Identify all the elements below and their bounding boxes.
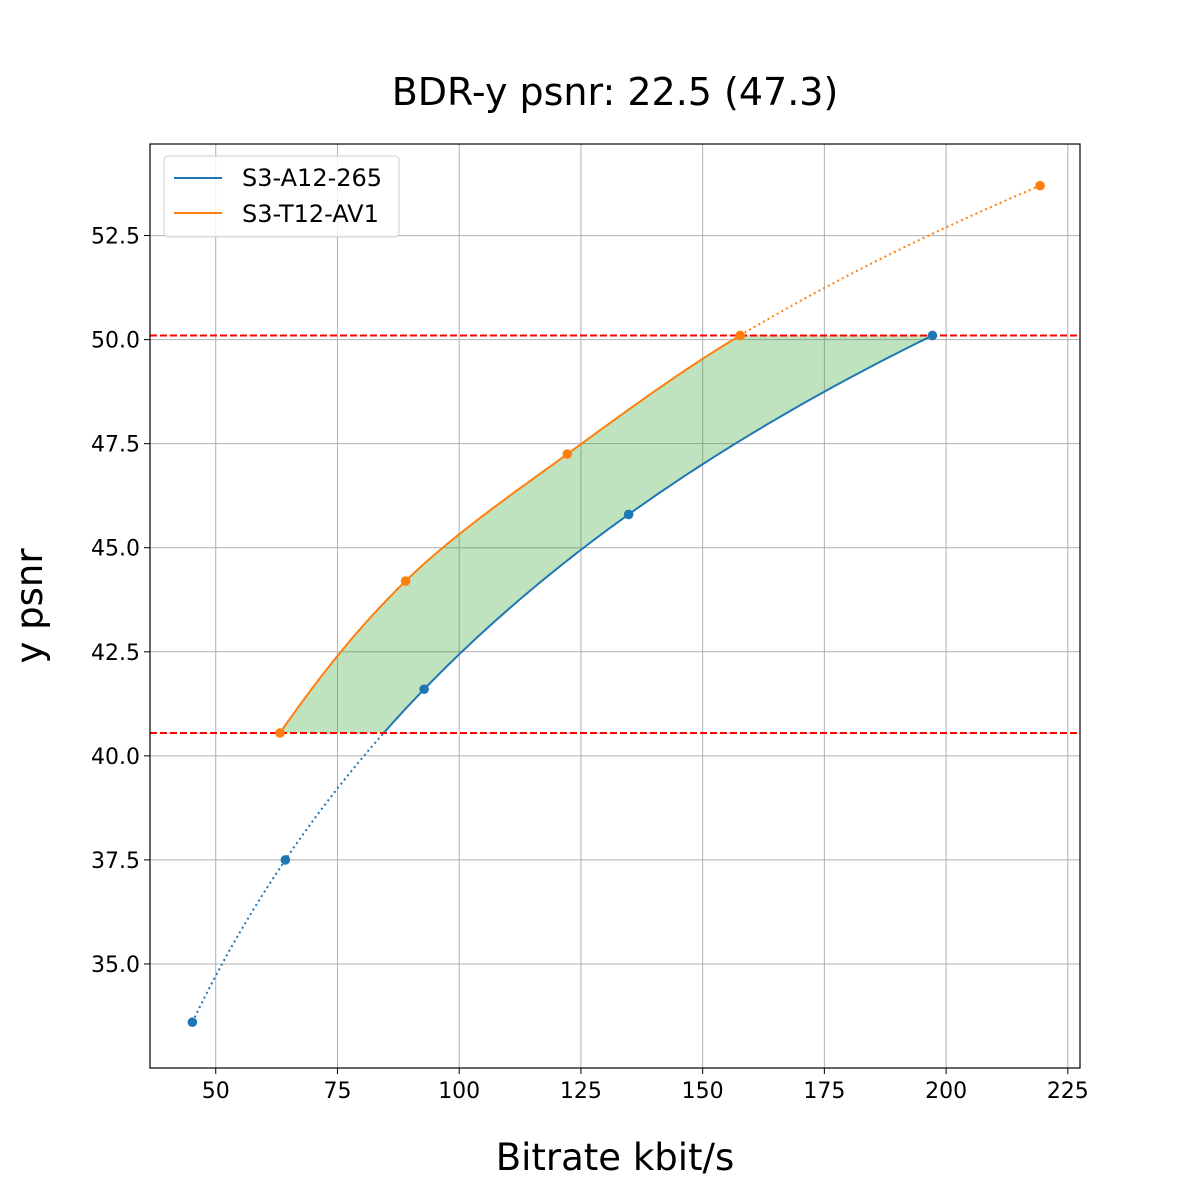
x-tick-label: 100: [438, 1079, 480, 1104]
x-tick-label: 200: [925, 1079, 967, 1104]
grid: [150, 144, 1080, 1068]
series: [191, 184, 1041, 1023]
y-tick-label: 45.0: [91, 537, 140, 562]
legend: S3-A12-265 S3-T12-AV1: [163, 155, 400, 238]
y-tick-label: 52.5: [91, 225, 140, 250]
y-axis-label: y psnr: [8, 548, 51, 664]
data-point-s3-t12-av1: [735, 330, 745, 341]
x-tick-label: 175: [803, 1079, 845, 1104]
series-line-s3-t12-av1: [279, 334, 741, 734]
data-point-s3-a12-265: [623, 509, 634, 520]
data-point-s3-a12-265: [280, 855, 291, 865]
y-tick-label: 37.5: [91, 849, 140, 874]
axis-ticks: 50 75 100 125 150 175 200 225 35.0 37.5 40.0 42.5 45…: [91, 225, 1089, 1104]
legend-label-s3-t12-av1: S3-T12-AV1: [242, 200, 379, 228]
x-tick-label: 225: [1047, 1079, 1089, 1104]
data-point-s3-a12-265: [927, 330, 938, 341]
y-tick-label: 40.0: [91, 745, 140, 770]
x-tick-label: 125: [560, 1079, 602, 1104]
y-tick-label: 42.5: [91, 641, 140, 666]
data-point-s3-a12-265: [419, 684, 429, 695]
y-tick-label: 35.0: [91, 953, 140, 978]
data-point-s3-t12-av1: [562, 449, 573, 459]
fill-region: [280, 335, 933, 733]
plot-frame: [149, 143, 1081, 1069]
series-line-s3-a12-265: [382, 334, 933, 734]
x-tick-label: 50: [202, 1079, 230, 1104]
y-tick-label: 50.0: [91, 329, 140, 354]
legend-label-s3-a12-265: S3-A12-265: [242, 164, 382, 192]
bd-rate-fill: [280, 335, 933, 733]
y-tick-label: 47.5: [91, 433, 140, 458]
data-point-s3-a12-265: [187, 1017, 198, 1028]
x-axis-label: Bitrate kbit/s: [496, 1136, 735, 1179]
x-tick-label: 150: [682, 1079, 724, 1104]
x-tick-label: 75: [323, 1079, 351, 1104]
data-point-s3-t12-av1: [1035, 180, 1045, 191]
markers: [187, 180, 1045, 1028]
legend-box: [163, 155, 400, 238]
data-point-s3-t12-av1: [275, 728, 285, 738]
chart-title: BDR-y psnr: 22.5 (47.3): [392, 70, 839, 114]
series-line-dotted-s3-a12-265: [191, 732, 385, 1023]
reference-lines: [150, 334, 1080, 734]
data-point-s3-t12-av1: [400, 576, 411, 586]
